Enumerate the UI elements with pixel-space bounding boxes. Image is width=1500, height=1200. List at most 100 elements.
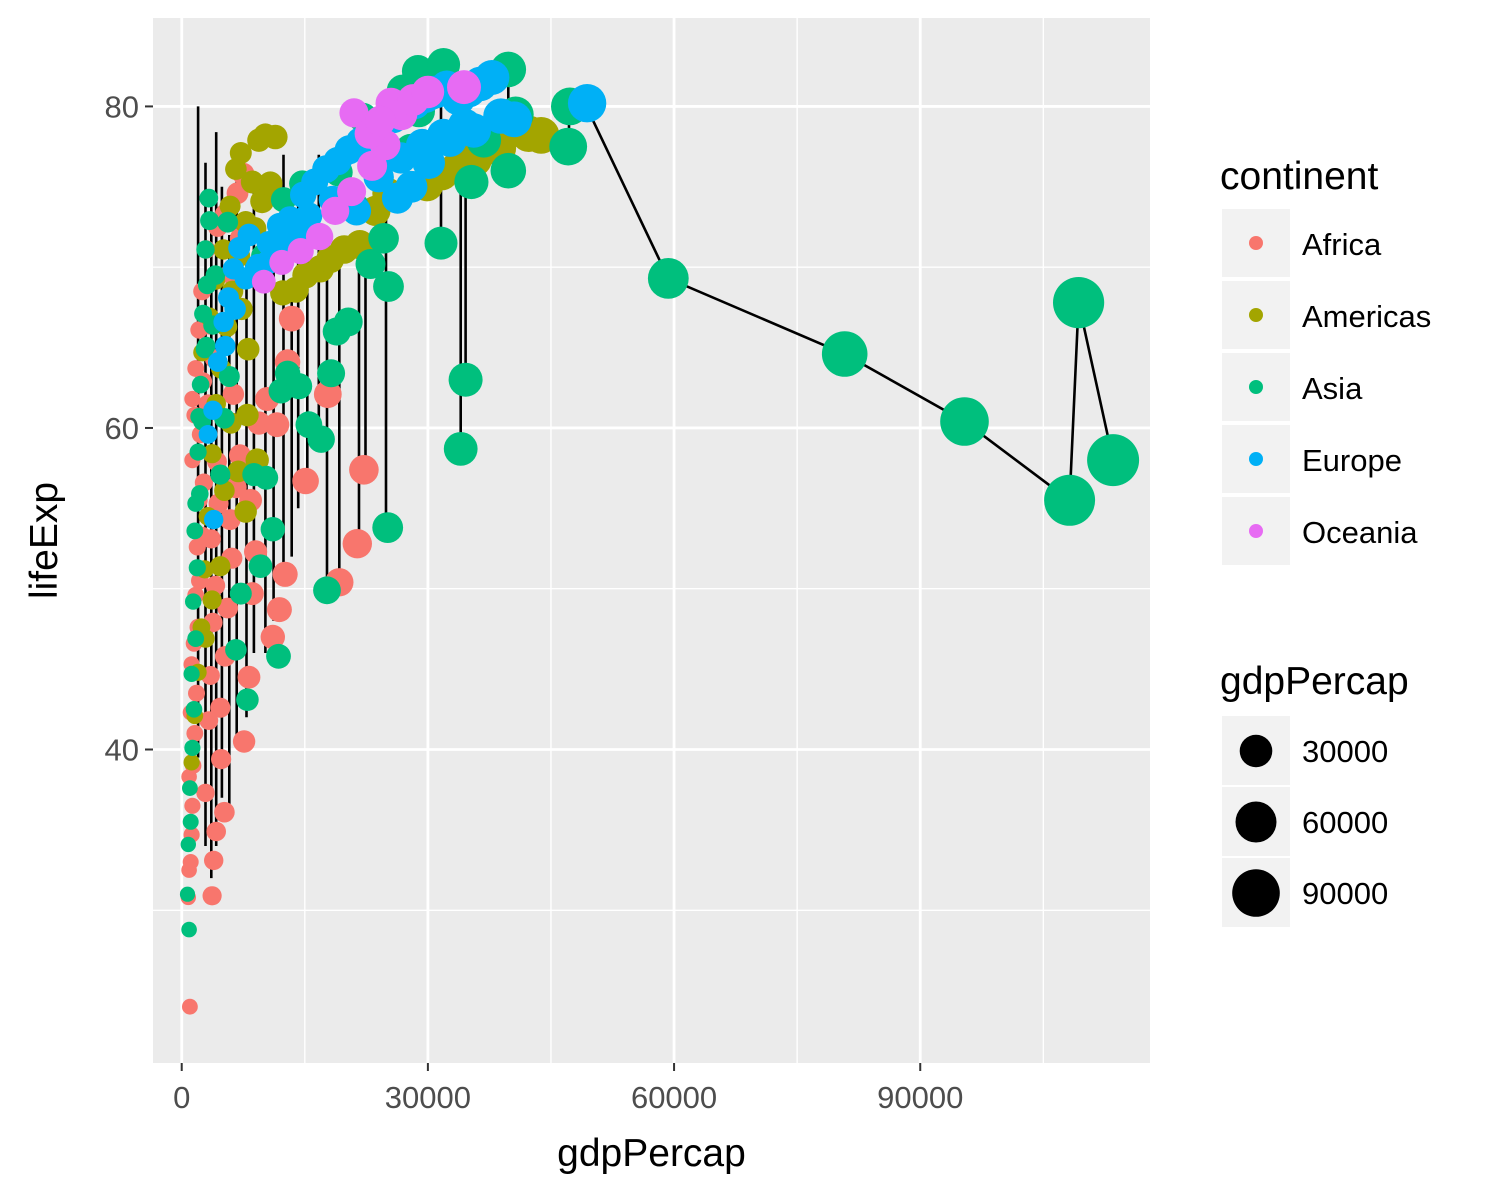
data-point bbox=[199, 188, 219, 208]
data-point bbox=[940, 397, 989, 446]
data-point bbox=[188, 559, 206, 577]
data-point bbox=[395, 170, 428, 203]
data-point bbox=[287, 238, 314, 265]
data-point bbox=[342, 529, 372, 559]
data-point bbox=[333, 307, 363, 337]
data-point bbox=[647, 258, 689, 299]
data-point bbox=[448, 362, 483, 397]
legend-swatch bbox=[1249, 308, 1263, 322]
data-point bbox=[270, 187, 297, 213]
data-point bbox=[248, 554, 273, 578]
data-point bbox=[211, 749, 232, 770]
data-point bbox=[263, 124, 288, 150]
data-point bbox=[251, 269, 276, 294]
legend-swatch bbox=[1249, 452, 1263, 466]
legend-label: Europe bbox=[1302, 443, 1402, 478]
size-legend-title: gdpPercap bbox=[1220, 660, 1409, 703]
legend-label: 90000 bbox=[1302, 876, 1388, 911]
data-point bbox=[424, 226, 458, 260]
data-point bbox=[317, 359, 346, 388]
data-point bbox=[549, 127, 588, 166]
data-point bbox=[266, 597, 292, 623]
size-legend: gdpPercap 30000 60000 90000 bbox=[1220, 660, 1409, 927]
data-point bbox=[207, 352, 228, 372]
color-legend: continent Africa Americas Asia Europe Oceani… bbox=[1220, 155, 1431, 565]
data-point bbox=[217, 211, 239, 233]
data-point bbox=[186, 522, 204, 540]
data-point bbox=[260, 517, 285, 542]
data-point bbox=[236, 688, 259, 711]
legend-label: Asia bbox=[1302, 371, 1363, 406]
data-point bbox=[1087, 434, 1140, 487]
data-point bbox=[188, 684, 205, 702]
data-point bbox=[447, 70, 481, 105]
legend-swatch bbox=[1232, 869, 1280, 917]
data-point bbox=[260, 624, 285, 650]
data-point bbox=[213, 239, 234, 260]
data-point bbox=[456, 113, 491, 148]
y-tick-label: 60 bbox=[105, 411, 139, 446]
data-point bbox=[266, 643, 291, 669]
data-point bbox=[313, 576, 341, 605]
data-point bbox=[355, 249, 386, 279]
data-point bbox=[189, 443, 207, 461]
data-point bbox=[264, 412, 290, 438]
data-point bbox=[210, 556, 231, 577]
data-point bbox=[184, 797, 201, 814]
legend-swatch bbox=[1249, 524, 1263, 538]
data-point bbox=[278, 305, 305, 332]
color-legend-title: continent bbox=[1220, 155, 1378, 198]
data-point bbox=[443, 432, 478, 466]
data-point bbox=[196, 783, 215, 803]
legend-swatch bbox=[1249, 380, 1263, 394]
data-point bbox=[191, 375, 210, 394]
data-point bbox=[184, 739, 201, 757]
y-axis: 40 60 80 bbox=[105, 89, 153, 768]
data-point bbox=[218, 366, 240, 387]
legend-label: Americas bbox=[1302, 299, 1431, 334]
legend-swatch bbox=[1235, 801, 1277, 843]
y-tick-label: 40 bbox=[105, 733, 139, 768]
x-tick-label: 60000 bbox=[631, 1080, 717, 1115]
legend-label: 30000 bbox=[1302, 734, 1388, 769]
data-point bbox=[349, 455, 379, 485]
data-point bbox=[272, 561, 298, 587]
data-point bbox=[183, 665, 200, 683]
data-point bbox=[204, 850, 224, 871]
legend-label: 60000 bbox=[1302, 805, 1388, 840]
data-point bbox=[184, 390, 201, 408]
data-point bbox=[237, 223, 261, 247]
data-point bbox=[337, 177, 367, 207]
data-point bbox=[454, 164, 489, 200]
data-point bbox=[225, 639, 247, 661]
data-point bbox=[214, 801, 235, 823]
data-point bbox=[214, 480, 235, 502]
data-point bbox=[373, 271, 404, 302]
data-point bbox=[821, 331, 868, 377]
data-point bbox=[237, 665, 261, 689]
data-point bbox=[181, 921, 197, 938]
legend-label: Oceania bbox=[1302, 515, 1418, 550]
legend-swatch bbox=[1239, 734, 1273, 768]
data-point bbox=[186, 725, 204, 742]
data-point bbox=[372, 512, 404, 543]
data-point bbox=[307, 425, 335, 453]
data-point bbox=[496, 101, 532, 138]
data-point bbox=[222, 383, 245, 405]
data-point bbox=[202, 590, 222, 610]
data-point bbox=[182, 813, 199, 830]
data-point bbox=[240, 170, 264, 194]
data-point bbox=[204, 509, 224, 530]
data-point bbox=[224, 298, 246, 320]
data-point bbox=[200, 211, 220, 231]
data-point bbox=[182, 854, 199, 870]
data-point bbox=[214, 335, 236, 357]
data-point bbox=[1044, 474, 1096, 526]
data-point bbox=[180, 836, 196, 853]
data-point bbox=[236, 403, 259, 427]
data-point bbox=[182, 998, 198, 1015]
data-point bbox=[210, 464, 231, 485]
data-point bbox=[234, 500, 257, 523]
y-tick-label: 80 bbox=[105, 89, 139, 124]
data-point bbox=[197, 336, 216, 356]
